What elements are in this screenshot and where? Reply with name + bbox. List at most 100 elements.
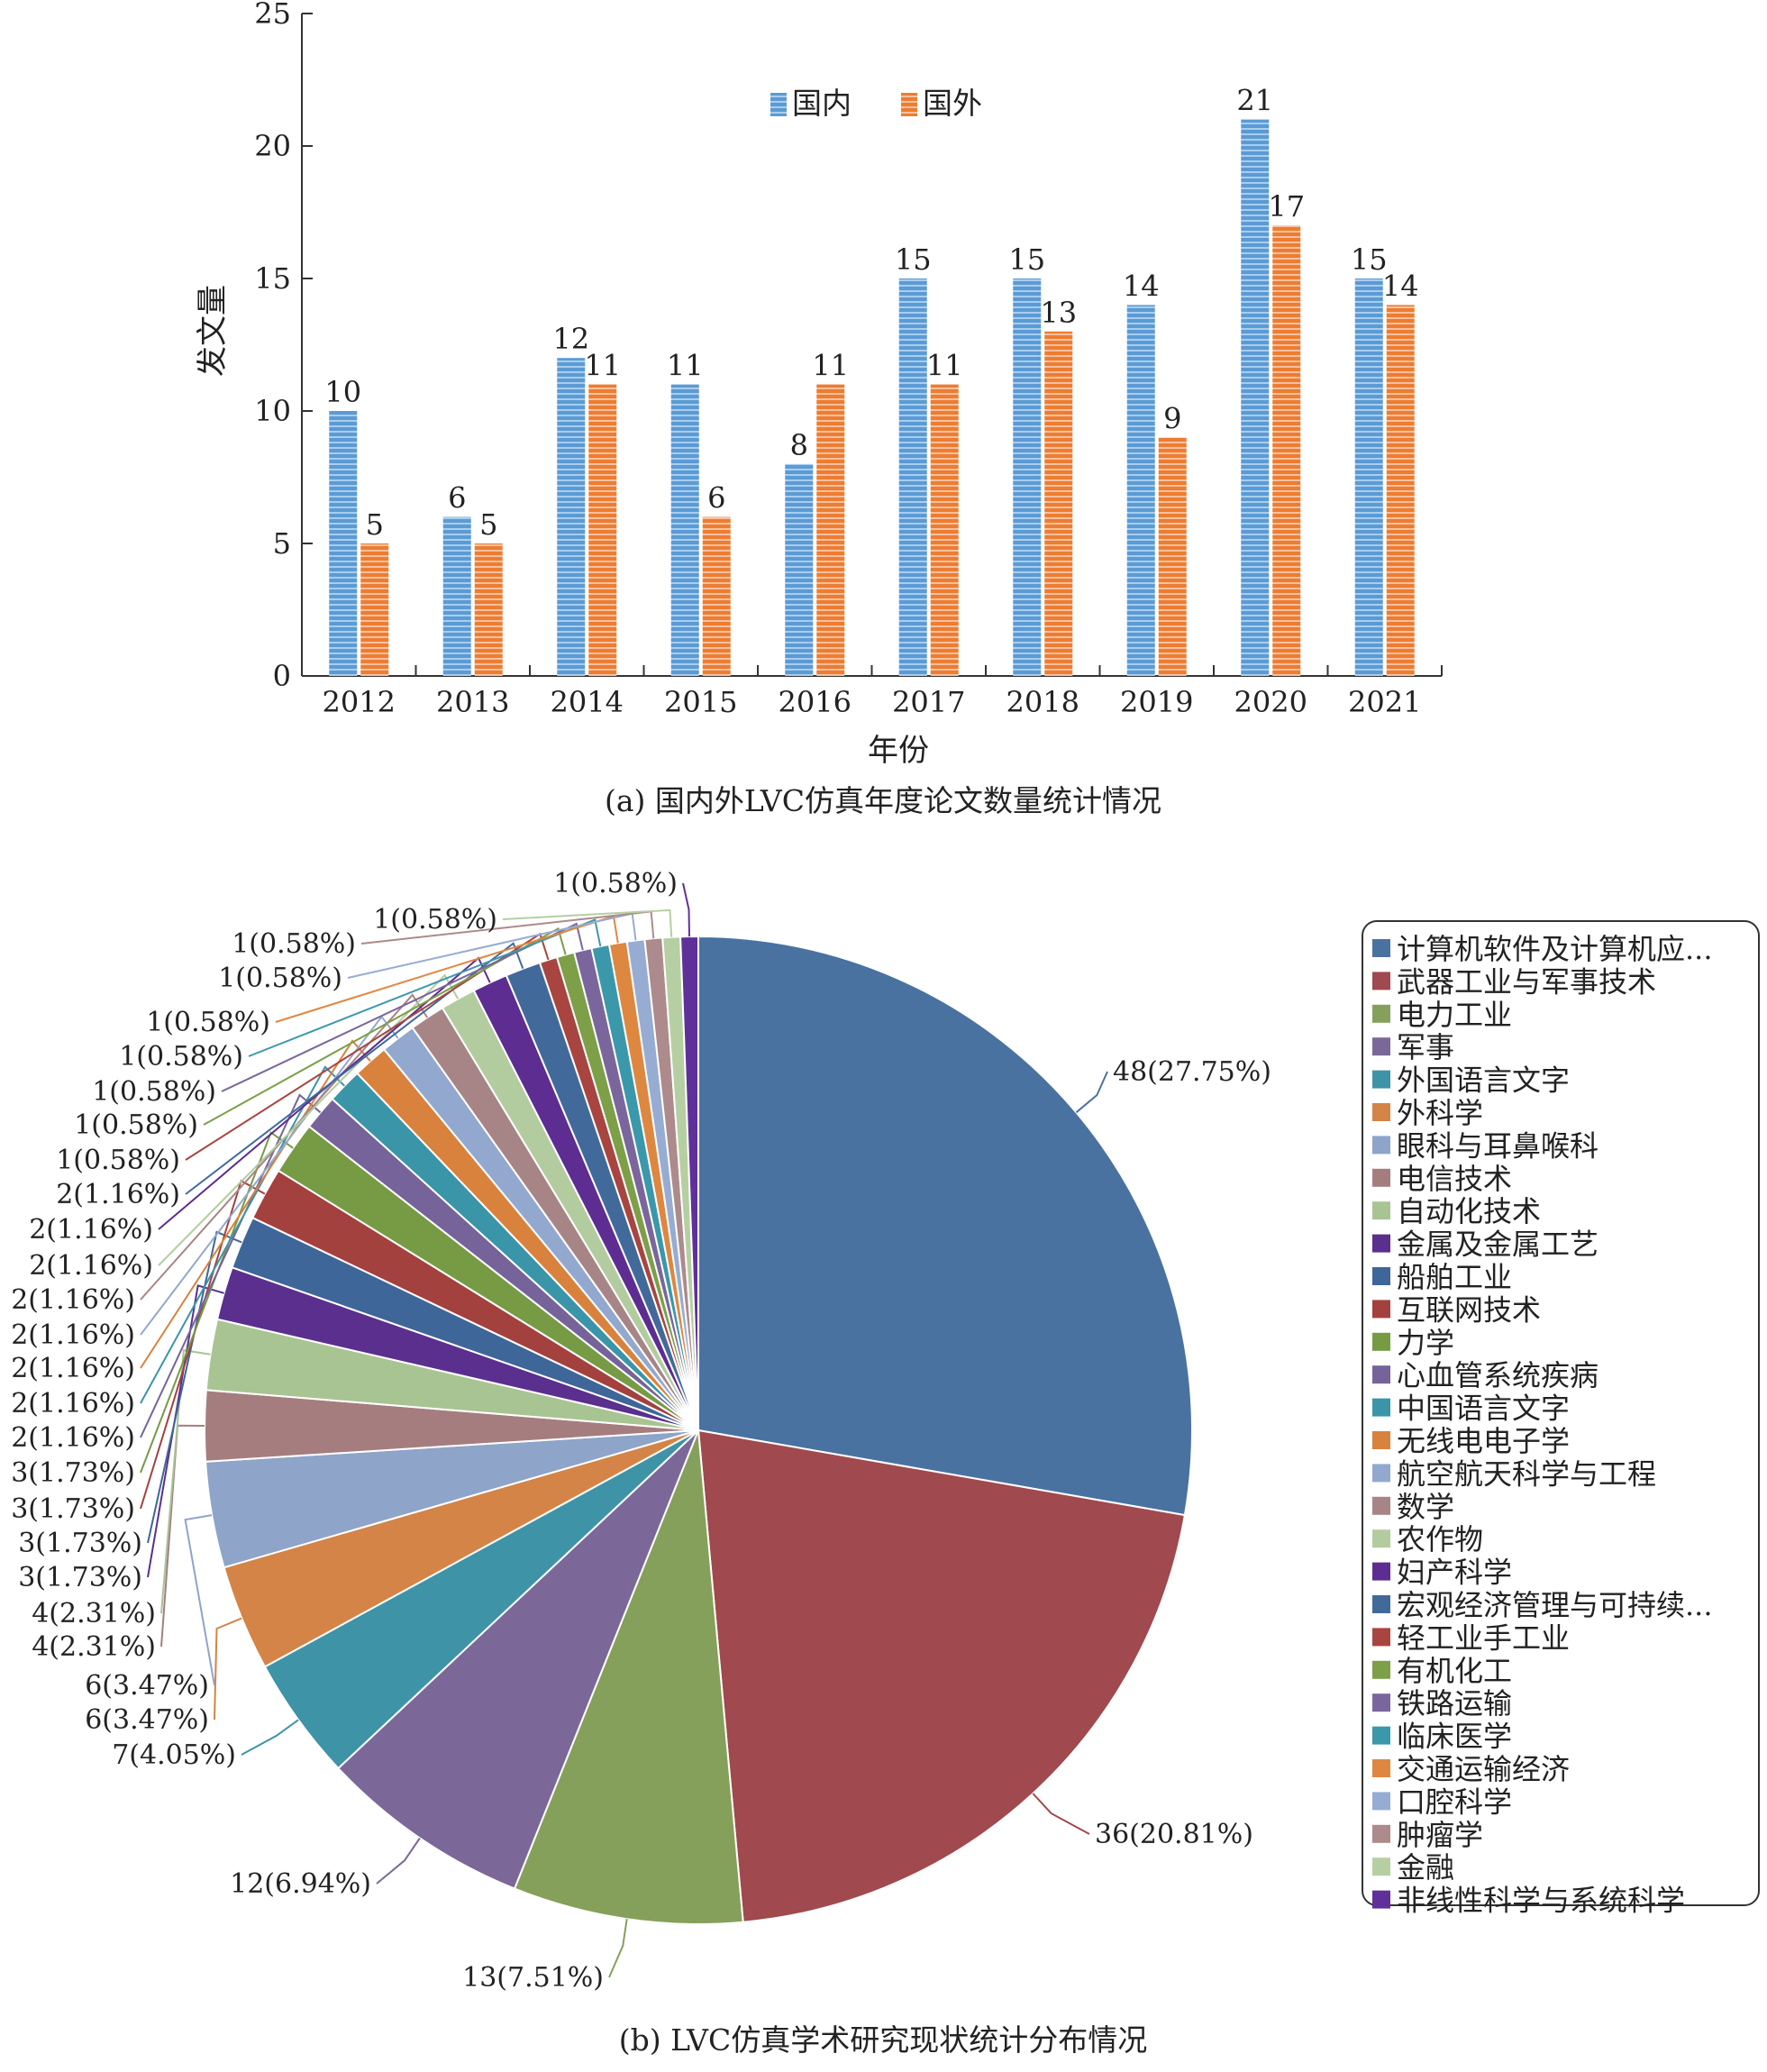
bar-chart: 0 5 10 15 20 25 2012 2013 2014 2015 2016 2017 2018 20… <box>195 0 1443 818</box>
pie-leader-line <box>185 942 524 1195</box>
pie-slice-label: 6(3.47%) <box>85 1670 209 1702</box>
axes: 0 5 10 15 20 25 2012 2013 2014 2015 2016 2017 2018 20… <box>254 0 1443 719</box>
pie-chart: 48(27.75%) 36(20.81%) 13(7.51%) 12(6.94%) 7(… <box>11 868 1760 2058</box>
pie-slices <box>203 935 1194 1925</box>
bar-foreign <box>474 543 503 676</box>
legend-label: 船舶工业 <box>1397 1260 1512 1294</box>
pie-slice-label: 12(6.94%) <box>230 1868 371 1900</box>
pie-slice-label: 7(4.05%) <box>112 1739 236 1771</box>
figure-caption-a: (a) 国内外LVC仿真年度论文数量统计情况 <box>605 783 1161 818</box>
bar-domestic <box>557 358 586 676</box>
pie-slice-label: 1(0.58%) <box>146 1007 270 1038</box>
legend-label: 金融 <box>1397 1850 1454 1885</box>
bar-foreign <box>588 384 617 676</box>
x-tick-label: 2012 <box>323 685 396 719</box>
legend-label: 口腔科学 <box>1397 1784 1512 1819</box>
pie-labels: 48(27.75%) 36(20.81%) 13(7.51%) 12(6.94%) 7(… <box>11 868 1271 1994</box>
pie-leader-line <box>608 1919 628 1978</box>
legend-swatch <box>770 93 787 116</box>
legend: 国内 国外 <box>770 86 982 121</box>
pie-slice-label: 3(1.73%) <box>18 1562 142 1593</box>
legend-label: 力学 <box>1397 1326 1454 1360</box>
legend-label: 国外 <box>923 86 982 121</box>
pie-slice-label: 48(27.75%) <box>1113 1056 1271 1088</box>
legend-label: 数学 <box>1397 1490 1454 1524</box>
legend-label: 自动化技术 <box>1397 1194 1541 1228</box>
bar-data-label: 9 <box>1163 401 1181 435</box>
pie-slice-label: 2(1.16%) <box>29 1250 153 1282</box>
pie-slice-label: 1(0.58%) <box>119 1041 243 1073</box>
legend-label: 心血管系统疾病 <box>1397 1358 1598 1392</box>
legend-swatch <box>1372 1103 1390 1121</box>
legend-swatch <box>901 93 917 116</box>
legend: 计算机软件及计算机应...武器工业与军事技术电力工业军事外国语言文字外科学眼科与… <box>1362 920 1760 1918</box>
legend-label: 铁路运输 <box>1397 1686 1512 1721</box>
legend-label: 武器工业与军事技术 <box>1397 964 1656 999</box>
bar-data-label: 14 <box>1123 269 1160 303</box>
pie-slice-label: 4(2.31%) <box>32 1631 156 1663</box>
bar-data-label: 11 <box>584 349 621 383</box>
pie-slice-label: 3(1.73%) <box>18 1528 142 1559</box>
pie-slice-label: 2(1.16%) <box>29 1214 153 1246</box>
legend-label: 临床医学 <box>1397 1720 1512 1754</box>
legend-swatch <box>1372 1726 1390 1745</box>
pie-leader-line <box>184 1514 215 1686</box>
pie-leader-line <box>203 926 567 1126</box>
x-tick-label: 2015 <box>664 685 737 719</box>
pie-leader-line <box>1075 1071 1108 1114</box>
x-tick-label: 2017 <box>892 685 965 719</box>
pie-slice-label: 1(0.58%) <box>373 904 497 936</box>
pie-slice-label: 1(0.58%) <box>92 1076 216 1108</box>
legend-swatch <box>1372 1136 1390 1155</box>
pie-leader-line <box>221 922 584 1092</box>
bar-data-label: 5 <box>366 507 384 542</box>
pie-leader-line <box>160 1348 211 1614</box>
legend-swatch <box>1372 1693 1390 1712</box>
bar-foreign <box>1272 225 1301 676</box>
legend-swatch <box>1372 1759 1390 1777</box>
legend-swatch <box>1372 1595 1390 1613</box>
legend-label: 金属及金属工艺 <box>1397 1228 1598 1262</box>
legend-label: 国内 <box>792 86 852 121</box>
bar-domestic <box>785 463 814 676</box>
pie-leader-line <box>376 1837 421 1885</box>
bar-domestic <box>442 516 471 676</box>
legend-label: 轻工业手工业 <box>1397 1620 1570 1655</box>
pie-slice <box>679 935 699 1431</box>
legend-swatch <box>1372 1628 1390 1647</box>
pie-slice-label: 1(0.58%) <box>232 928 356 960</box>
x-tick-label: 2013 <box>436 685 509 719</box>
bar-data-label: 5 <box>479 507 497 542</box>
bar-data-label: 17 <box>1268 189 1305 224</box>
pie-slice <box>336 1429 699 1890</box>
pie-slice-label: 2(1.16%) <box>11 1353 135 1384</box>
legend-label: 宏观经济管理与可持续... <box>1397 1588 1713 1622</box>
legend-swatch <box>1372 1398 1390 1417</box>
legend-swatch <box>1372 1562 1390 1581</box>
bar-data-label: 15 <box>1008 242 1045 277</box>
bar-foreign <box>1158 437 1187 676</box>
legend-swatch <box>1372 1792 1390 1811</box>
pie-slice-label: 1(0.58%) <box>218 963 342 994</box>
pie-slice-label: 2(1.16%) <box>56 1179 180 1210</box>
legend-swatch <box>1372 1431 1390 1449</box>
legend-label: 外国语言文字 <box>1397 1063 1570 1098</box>
bar-foreign <box>702 516 731 676</box>
legend-label: 妇产科学 <box>1397 1556 1512 1590</box>
pie-leader-line <box>158 973 460 1266</box>
pie-slice-label: 2(1.16%) <box>11 1422 135 1454</box>
x-tick-label: 2020 <box>1234 685 1307 719</box>
legend-swatch <box>1372 1464 1390 1483</box>
bar-data-label: 13 <box>1040 296 1077 330</box>
bar-foreign <box>360 543 389 676</box>
bar-foreign <box>930 384 959 676</box>
pie-slice-label: 1(0.58%) <box>553 868 678 899</box>
legend-label: 电力工业 <box>1397 998 1512 1032</box>
y-tick-label: 10 <box>254 394 291 428</box>
x-tick-label: 2016 <box>779 685 852 719</box>
legend-swatch <box>1372 1824 1390 1843</box>
bar-domestic <box>1013 278 1042 676</box>
legend-swatch <box>1372 1201 1390 1220</box>
bar-domestic <box>1354 278 1383 676</box>
